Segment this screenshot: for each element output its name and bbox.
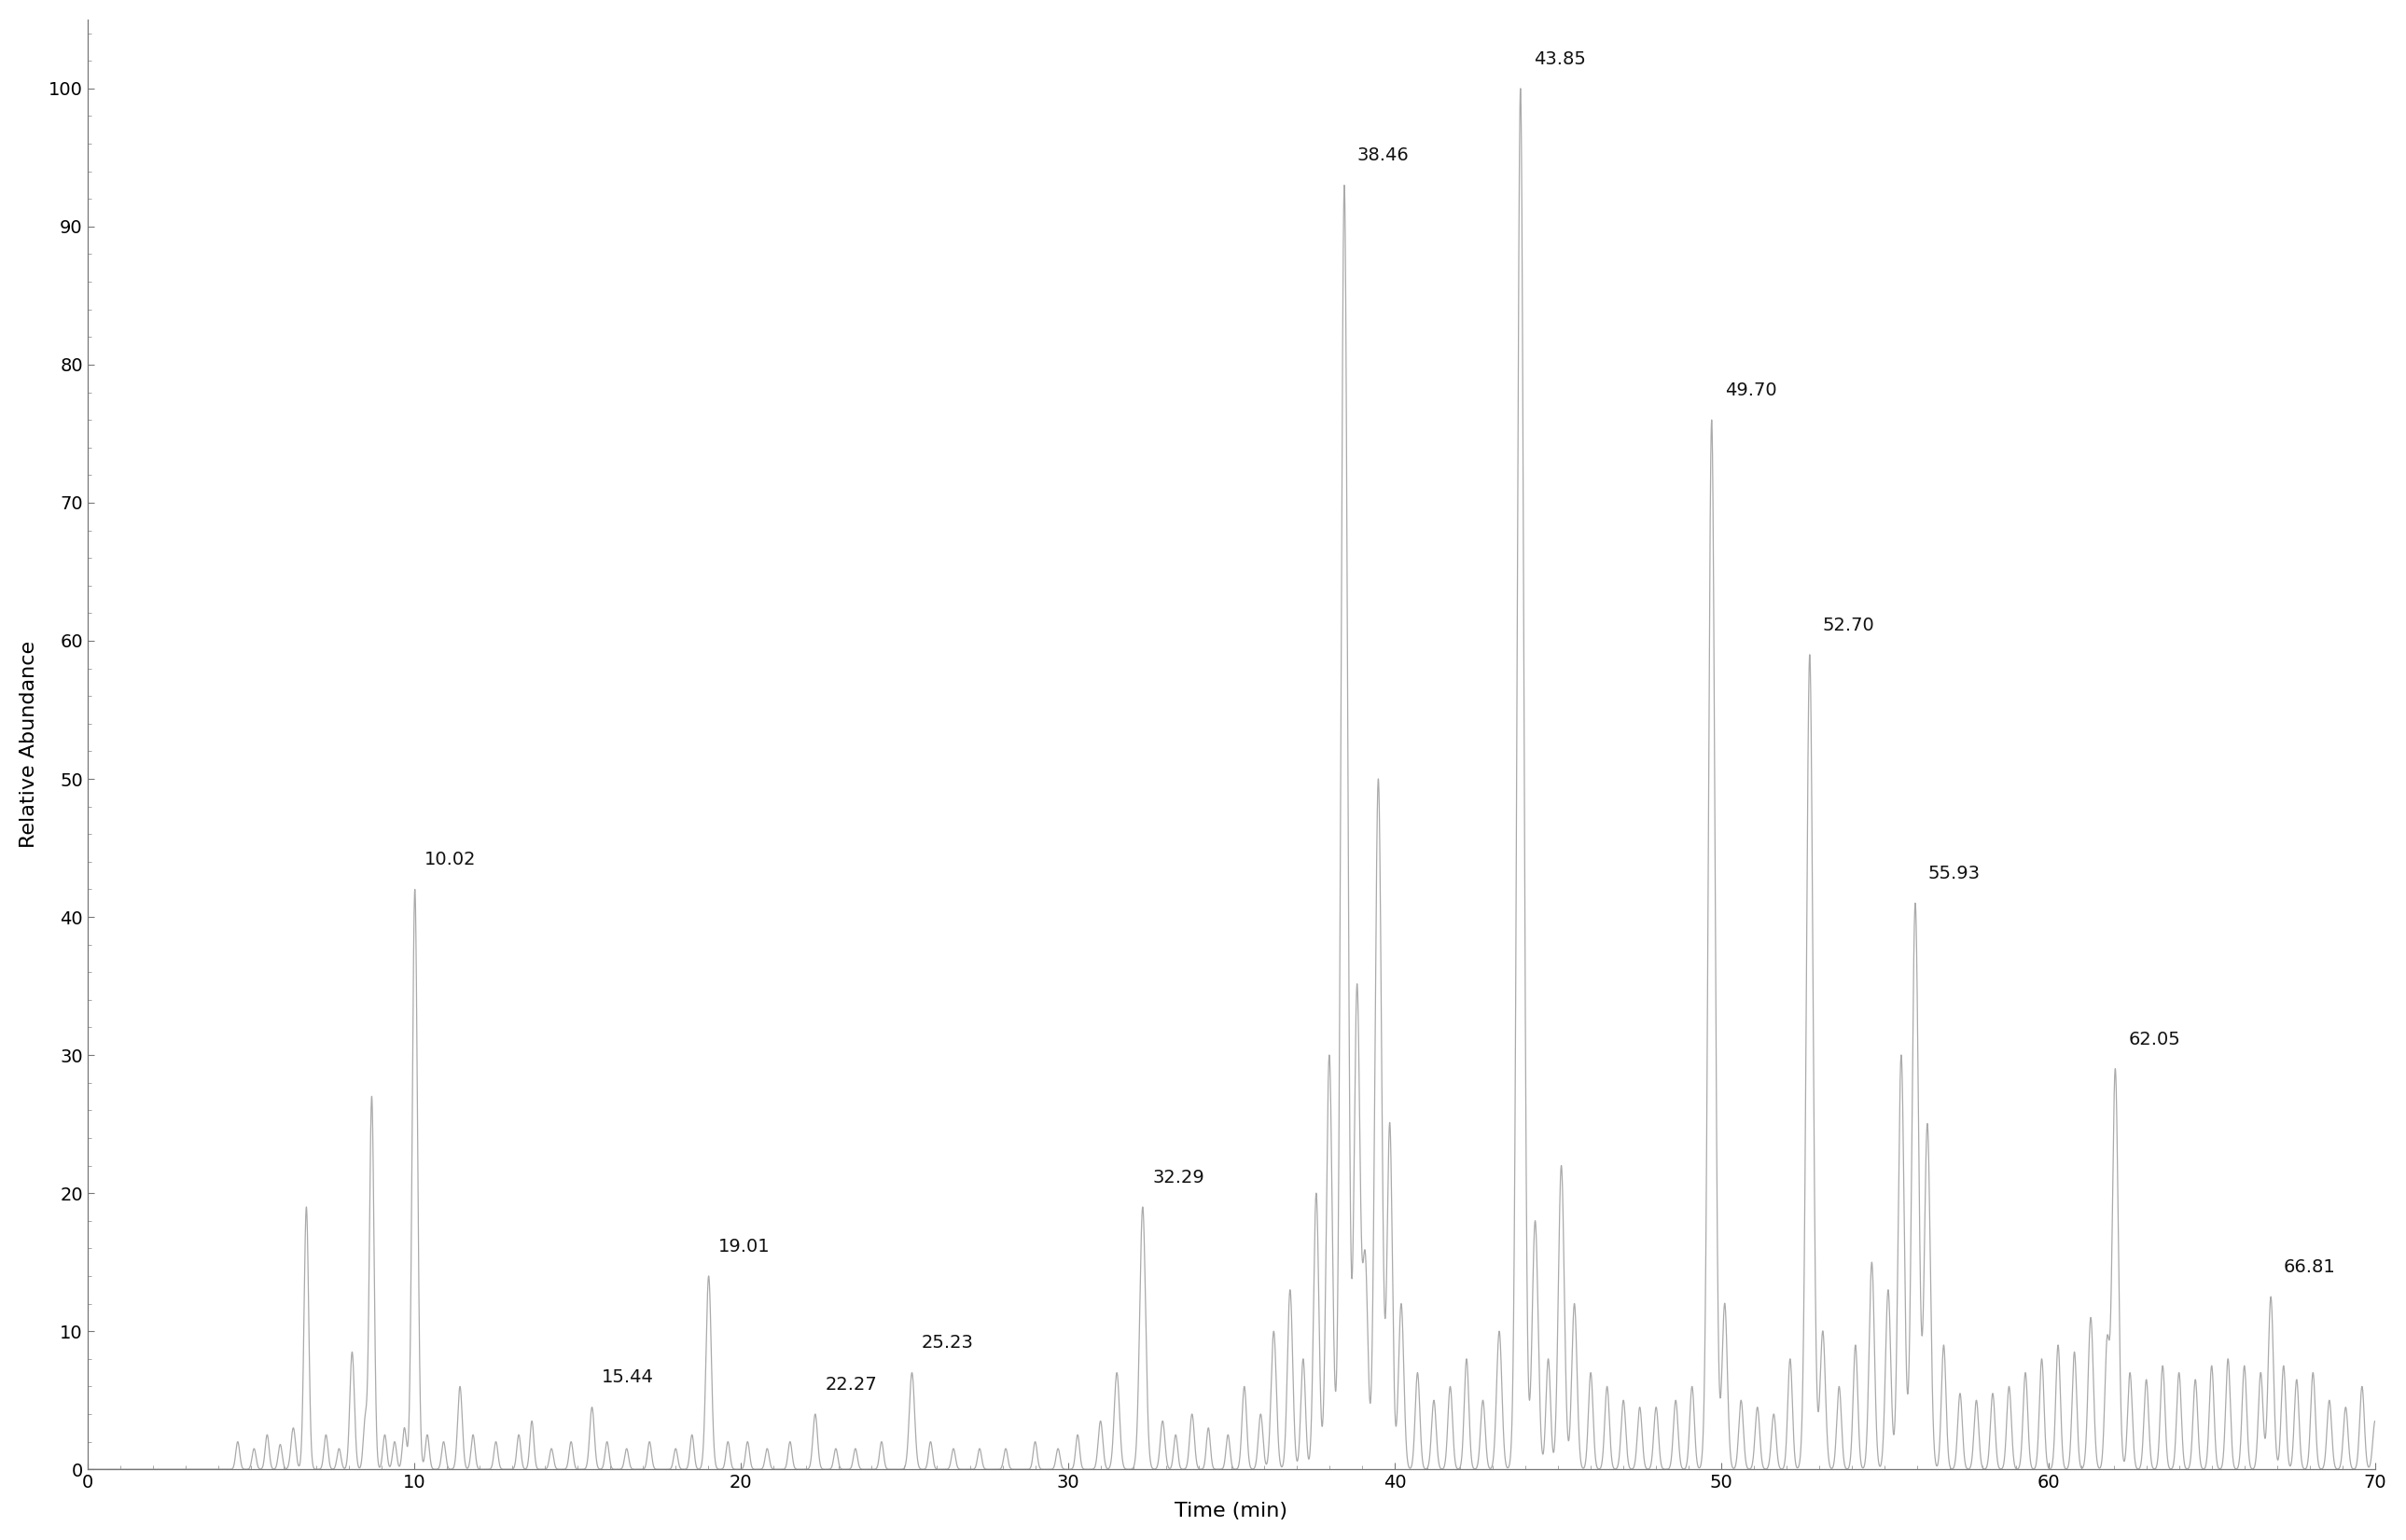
Text: 32.29: 32.29 bbox=[1152, 1169, 1205, 1186]
X-axis label: Time (min): Time (min) bbox=[1174, 1501, 1287, 1520]
Text: 38.46: 38.46 bbox=[1357, 146, 1410, 165]
Text: 15.44: 15.44 bbox=[602, 1369, 654, 1386]
Text: 66.81: 66.81 bbox=[2283, 1258, 2336, 1277]
Text: 52.70: 52.70 bbox=[1824, 616, 1874, 634]
Text: 62.05: 62.05 bbox=[2129, 1030, 2180, 1049]
Text: 25.23: 25.23 bbox=[921, 1334, 974, 1352]
Y-axis label: Relative Abundance: Relative Abundance bbox=[19, 641, 38, 849]
Text: 22.27: 22.27 bbox=[825, 1375, 878, 1394]
Text: 19.01: 19.01 bbox=[719, 1238, 770, 1255]
Text: 43.85: 43.85 bbox=[1533, 49, 1586, 68]
Text: 49.70: 49.70 bbox=[1725, 382, 1776, 399]
Text: 55.93: 55.93 bbox=[1927, 865, 1980, 882]
Text: 10.02: 10.02 bbox=[426, 852, 476, 869]
